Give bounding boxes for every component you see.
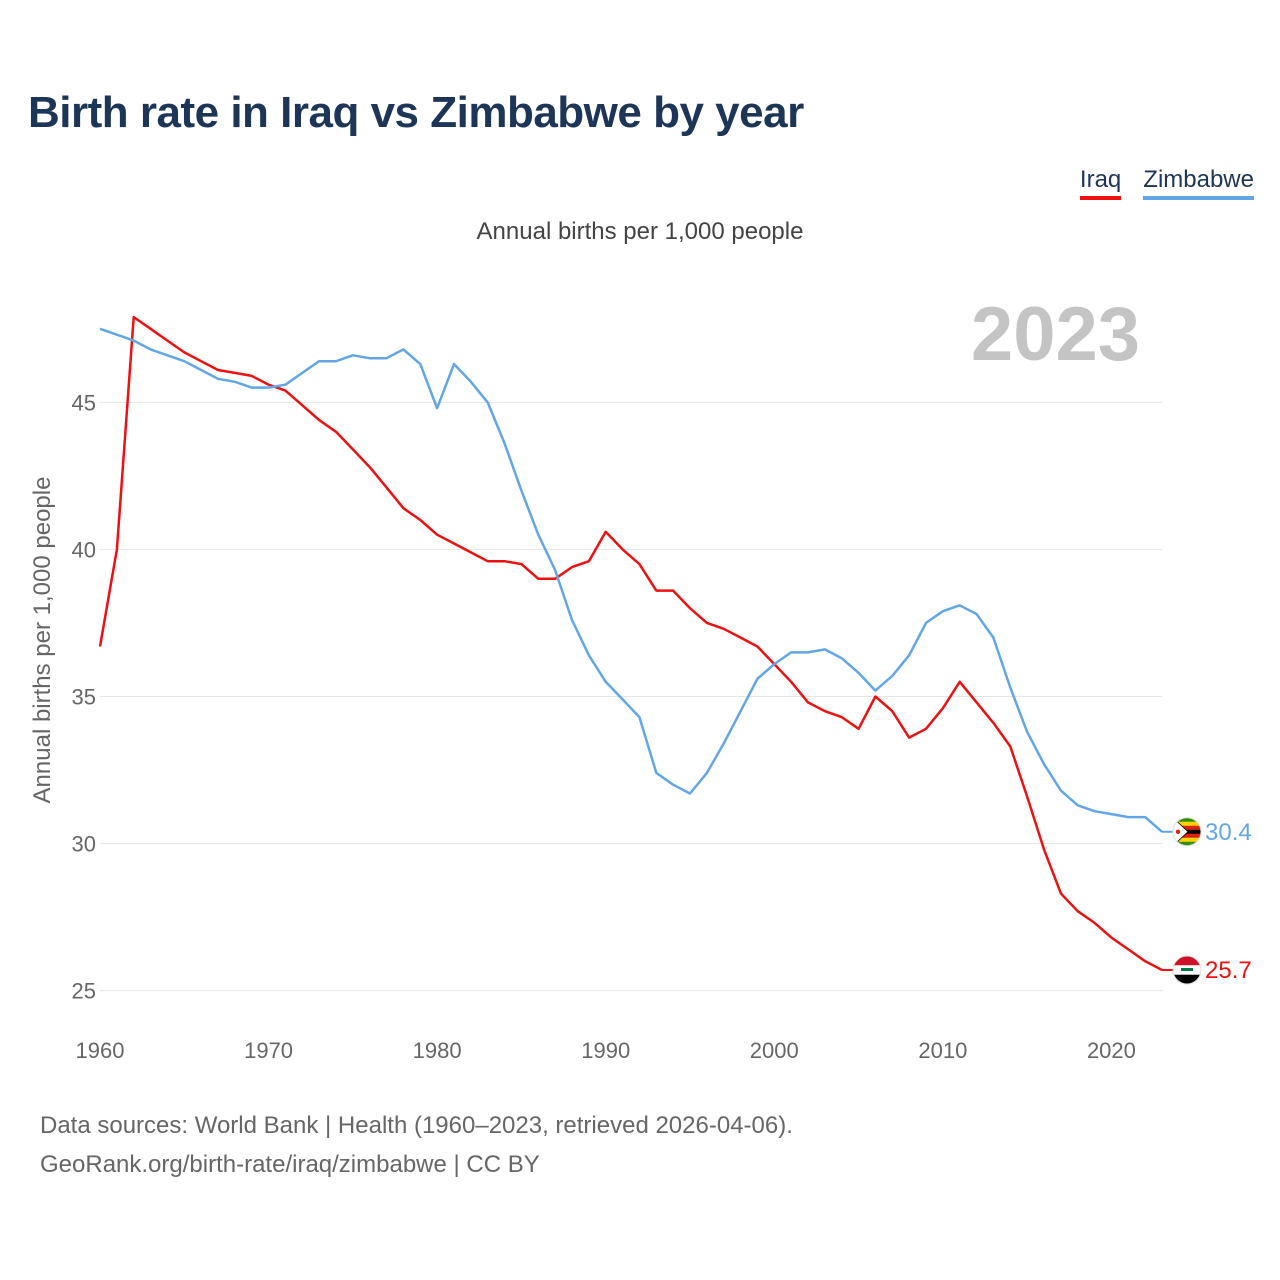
chart-subtitle: Annual births per 1,000 people xyxy=(476,218,804,245)
y-tick-label: 45 xyxy=(72,390,96,415)
legend: Iraq Zimbabwe xyxy=(1079,166,1254,200)
legend-item-zimbabwe[interactable]: Zimbabwe xyxy=(1143,166,1254,200)
end-markers: 25.7 30.4 xyxy=(1162,817,1252,985)
series-line-iraq[interactable] xyxy=(98,315,1163,972)
x-tick-label: 1960 xyxy=(76,1038,125,1063)
series-line-zimbabwe[interactable] xyxy=(99,327,1163,833)
x-tick-label: 1970 xyxy=(244,1038,293,1063)
page-title: Birth rate in Iraq vs Zimbabwe by year xyxy=(28,88,804,137)
zimbabwe-flag-icon xyxy=(1172,817,1202,847)
iraq-flag-icon xyxy=(1172,955,1202,985)
y-tick-label: 35 xyxy=(72,684,96,709)
y-axis-label: Annual births per 1,000 people xyxy=(29,477,56,804)
x-tick-label: 1990 xyxy=(581,1038,630,1063)
x-axis-ticks: 1960 1970 1980 1990 2000 2010 2020 xyxy=(76,1038,1136,1063)
y-tick-label: 25 xyxy=(72,979,96,1004)
x-tick-label: 2000 xyxy=(750,1038,799,1063)
year-label: 2023 xyxy=(971,292,1140,377)
end-value-label-zimbabwe: 30.4 xyxy=(1205,819,1252,846)
gridlines xyxy=(100,401,1162,992)
legend-item-iraq[interactable]: Iraq xyxy=(1079,166,1122,200)
y-tick-label: 30 xyxy=(72,832,96,857)
y-tick-label: 40 xyxy=(72,537,96,562)
y-axis-ticks: 25 30 35 40 45 xyxy=(72,390,96,1003)
footer-url[interactable]: GeoRank.org/birth-rate/iraq/zimbabwe | C… xyxy=(40,1151,540,1178)
x-tick-label: 2020 xyxy=(1087,1038,1136,1063)
x-tick-label: 2010 xyxy=(918,1038,967,1063)
x-tick-label: 1980 xyxy=(413,1038,462,1063)
series-lines xyxy=(98,315,1163,972)
footer-sources: Data sources: World Bank | Health (1960–… xyxy=(40,1112,793,1139)
end-value-label-iraq: 25.7 xyxy=(1205,957,1252,984)
footer: Data sources: World Bank | Health (1960–… xyxy=(40,1106,793,1184)
